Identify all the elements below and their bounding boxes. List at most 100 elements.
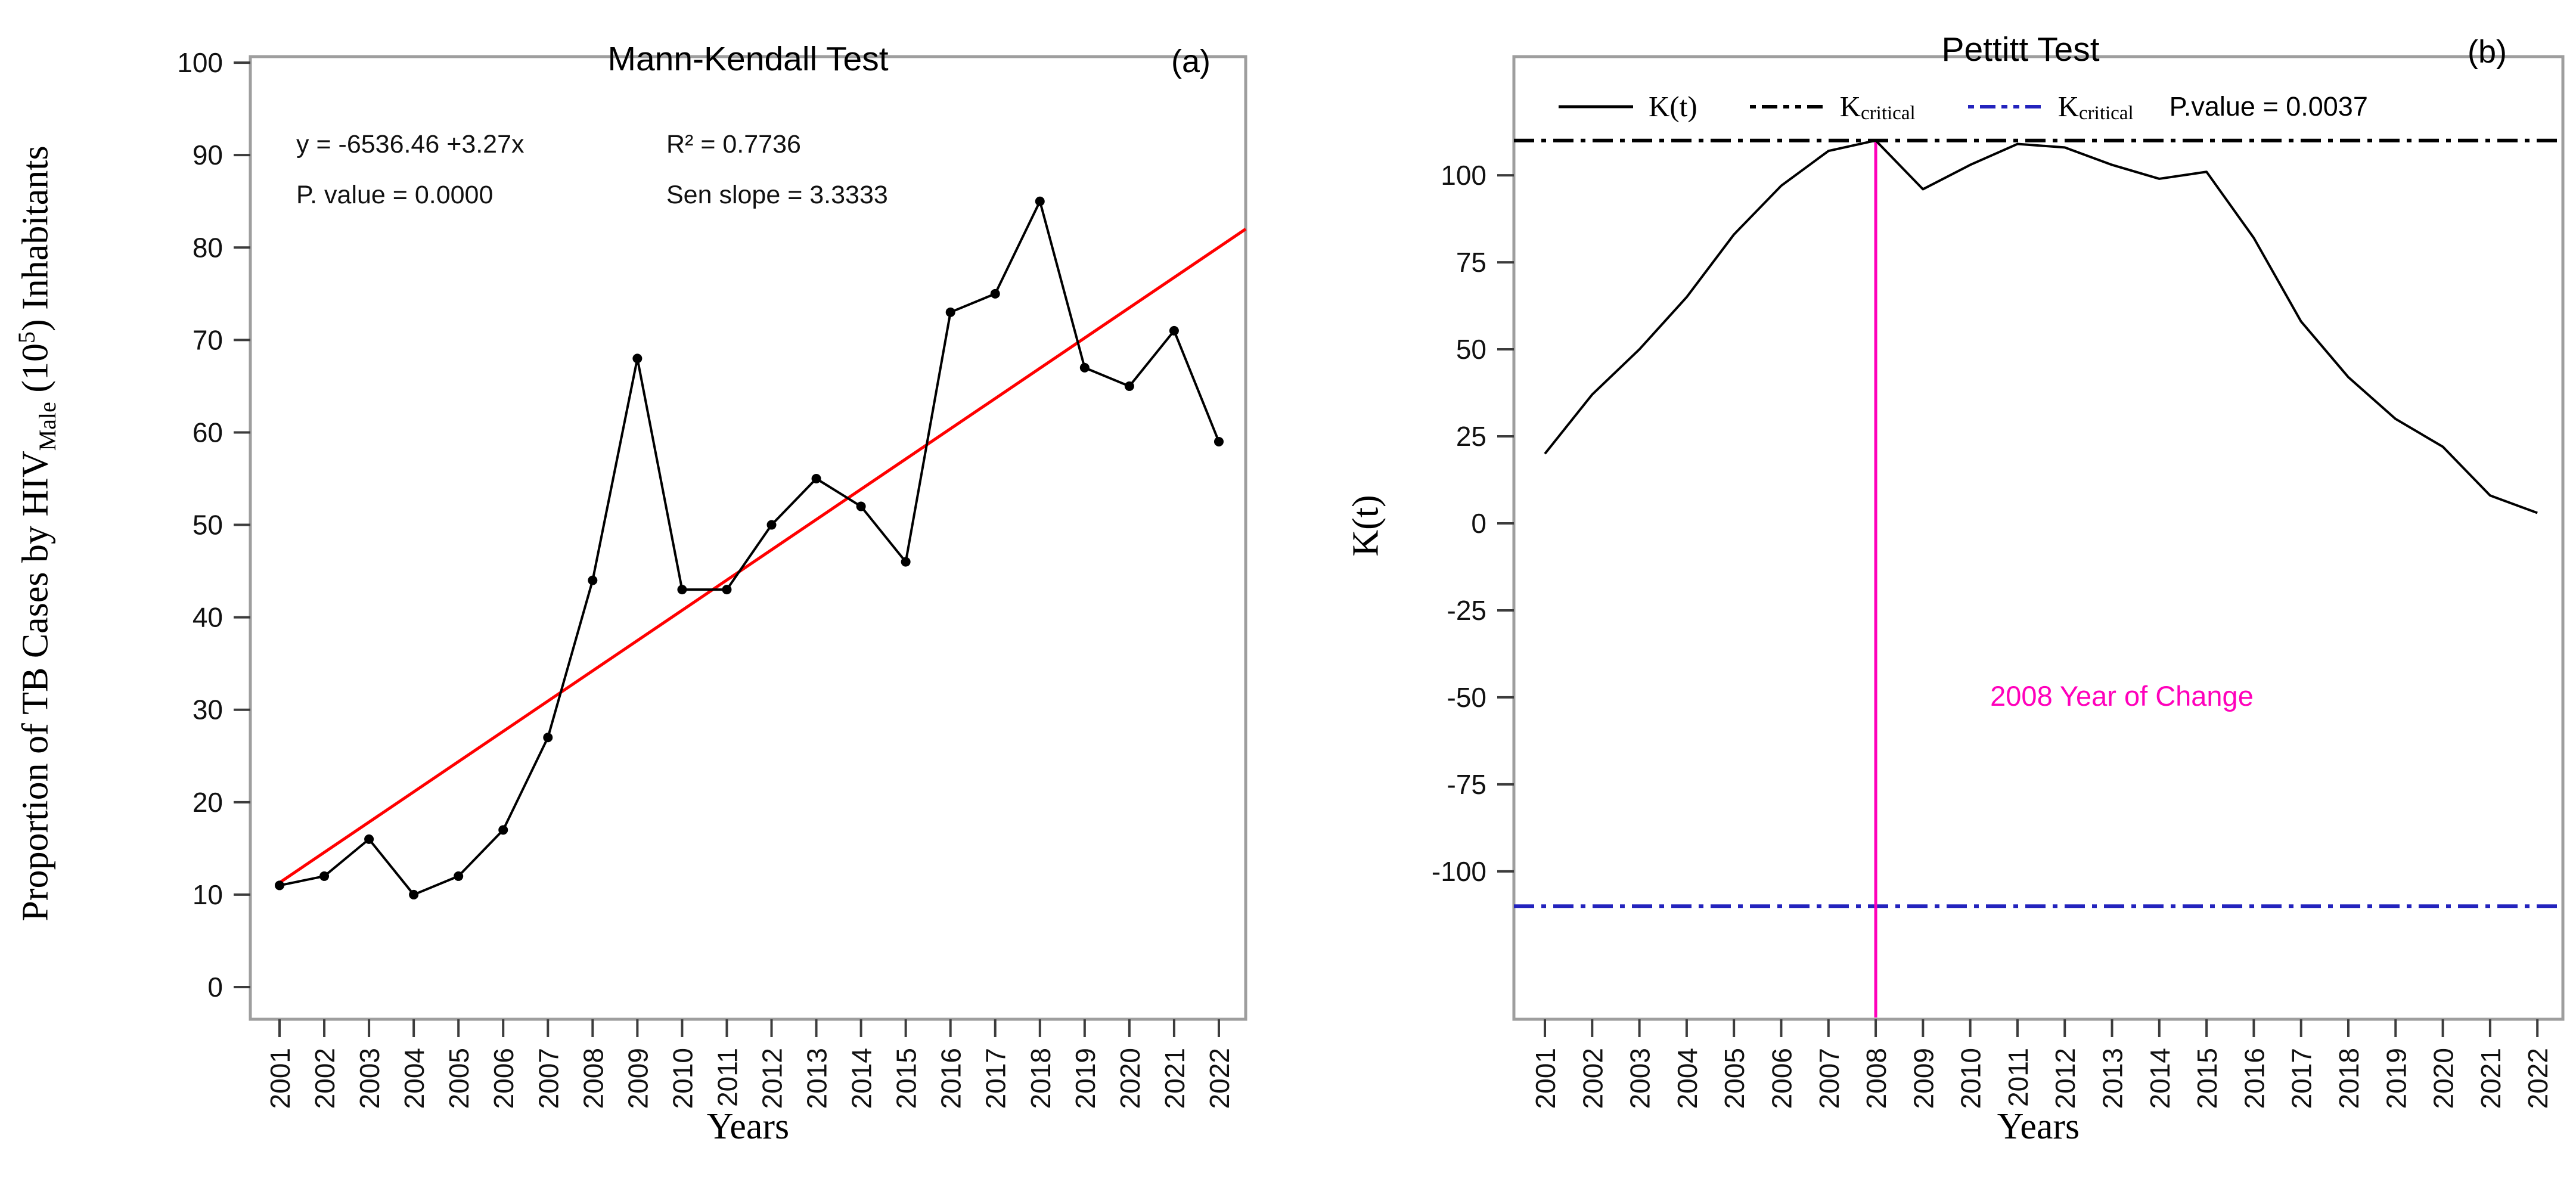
- data-point-marker: [454, 871, 464, 881]
- y-tick-label: 100: [1441, 160, 1486, 191]
- y-tick-label: 50: [1456, 334, 1486, 365]
- panel-a-label: (a): [1171, 44, 1211, 79]
- x-tick-label: 2010: [1956, 1048, 1987, 1109]
- legend-kcritical-lower-sub: critical: [2079, 103, 2134, 124]
- legend-kcritical-upper-label: K: [1839, 90, 1861, 123]
- data-point-marker: [1124, 381, 1134, 391]
- x-tick-label: 2013: [802, 1048, 833, 1109]
- x-tick-label: 2003: [1625, 1048, 1656, 1109]
- data-point-marker: [766, 520, 777, 530]
- y-tick-label: 0: [207, 972, 223, 1003]
- x-tick-label: 2016: [936, 1048, 967, 1109]
- y-tick-label: 0: [1471, 508, 1486, 539]
- kt-line-sample-icon: [1559, 105, 1633, 108]
- legend-kcritical-upper-sub: critical: [1861, 103, 1916, 124]
- change-point-note: 2008 Year of Change: [1990, 680, 2254, 712]
- y-tick-label: 50: [193, 510, 223, 541]
- x-tick-label: 2001: [265, 1048, 296, 1109]
- data-point-marker: [856, 501, 866, 511]
- panel-b-label: (b): [2468, 34, 2507, 70]
- x-tick-label: 2011: [712, 1048, 743, 1107]
- data-point-marker: [319, 871, 330, 881]
- x-tick-label: 2014: [846, 1048, 877, 1109]
- x-tick-label: 2015: [891, 1048, 922, 1109]
- panel-a-x-axis-title: Years: [706, 1106, 790, 1147]
- data-point-marker: [677, 585, 687, 595]
- x-tick-label: 2006: [488, 1048, 519, 1109]
- data-point-marker: [945, 307, 955, 317]
- panel-b-y-axis-title: K(t): [1345, 495, 1386, 557]
- x-tick-label: 2022: [2522, 1048, 2553, 1109]
- x-tick-label: 2010: [667, 1048, 698, 1109]
- y-tick-label: -100: [1432, 856, 1486, 887]
- legend-kt-label: K(t): [1649, 90, 1697, 123]
- x-tick-label: 2008: [1861, 1048, 1892, 1109]
- y-tick-label: 60: [193, 417, 223, 448]
- data-point-marker: [1079, 362, 1090, 373]
- x-tick-label: 2017: [2286, 1048, 2317, 1109]
- y-tick-label: -75: [1447, 769, 1486, 800]
- kcritical-upper-dashdot-sample-icon: [1749, 104, 1824, 108]
- data-point-marker: [901, 557, 911, 567]
- sen-slope: Sen slope = 3.3333: [666, 181, 888, 209]
- data-point-marker: [498, 825, 508, 835]
- panel-b-x-axis-title: Years: [1997, 1106, 2080, 1147]
- x-tick-label: 2005: [1719, 1048, 1750, 1109]
- y-tick-label: 70: [193, 324, 223, 355]
- y-tick-label: -50: [1447, 682, 1486, 713]
- x-tick-label: 2017: [980, 1048, 1011, 1109]
- x-tick-label: 2016: [2239, 1048, 2270, 1109]
- data-point-marker: [722, 585, 732, 595]
- x-tick-label: 2004: [1672, 1048, 1703, 1109]
- legend-item-kt: K(t): [1559, 89, 1697, 123]
- panel-a-title: Mann-Kendall Test: [607, 40, 889, 78]
- x-tick-label: 2012: [757, 1048, 788, 1109]
- y-tick-label: 30: [193, 694, 223, 725]
- y-tick-label: 80: [193, 232, 223, 263]
- x-tick-label: 2021: [1159, 1048, 1190, 1109]
- x-tick-label: 2004: [399, 1048, 430, 1109]
- y-tick-label: 90: [193, 139, 223, 170]
- data-point-marker: [990, 288, 1000, 299]
- x-tick-label: 2007: [533, 1048, 564, 1109]
- legend-kcritical-lower-label: K: [2057, 90, 2080, 123]
- y-tick-label: 10: [193, 879, 223, 910]
- mk-p-value: P. value = 0.0000: [296, 181, 494, 209]
- panel-b-title: Pettitt Test: [1941, 30, 2100, 69]
- x-tick-label: 2018: [1025, 1048, 1056, 1109]
- x-tick-label: 2006: [1766, 1048, 1797, 1109]
- x-tick-label: 2009: [1908, 1048, 1939, 1109]
- y-tick-label: 100: [177, 47, 223, 78]
- x-tick-label: 2002: [309, 1048, 340, 1109]
- x-tick-label: 2009: [622, 1048, 653, 1109]
- x-tick-label: 2008: [578, 1048, 609, 1109]
- kcritical-lower-dashdot-sample-icon: [1967, 104, 2043, 108]
- x-tick-label: 2011: [2003, 1048, 2034, 1107]
- data-point-marker: [1035, 196, 1045, 206]
- panel-a-plot: 0 10 20 30 40 50 60 70 80 90 100 2001 2002 2003 2004 20…: [177, 47, 1247, 1109]
- x-tick-label: 2001: [1530, 1048, 1561, 1109]
- x-tick-label: 2019: [1070, 1048, 1101, 1109]
- data-point-marker: [632, 353, 643, 364]
- x-tick-label: 2018: [2333, 1048, 2364, 1109]
- data-point-marker: [275, 880, 285, 891]
- plot-border: [249, 55, 1247, 1021]
- kt-series-line: [1544, 139, 2538, 514]
- data-point-marker: [1169, 325, 1179, 336]
- x-tick-label: 2007: [1814, 1048, 1845, 1109]
- y-tick-label: 25: [1456, 421, 1486, 452]
- ylabel-a-superscript: 5: [13, 331, 40, 343]
- x-tick-label: 2022: [1204, 1048, 1235, 1109]
- x-tick-label: 2020: [1115, 1048, 1146, 1109]
- data-series-line: [279, 200, 1220, 896]
- ylabel-a-part1: Proportion of TB Cases by HIV: [15, 451, 56, 922]
- x-tick-label: 2005: [443, 1048, 474, 1109]
- x-tick-label: 2019: [2381, 1048, 2411, 1109]
- x-tick-label: 2012: [2050, 1048, 2081, 1109]
- r-squared: R² = 0.7736: [666, 130, 801, 159]
- y-tick-label: 75: [1456, 247, 1486, 278]
- regression-equation: y = -6536.46 +3.27x: [296, 130, 524, 159]
- x-tick-label: 2014: [2144, 1048, 2175, 1109]
